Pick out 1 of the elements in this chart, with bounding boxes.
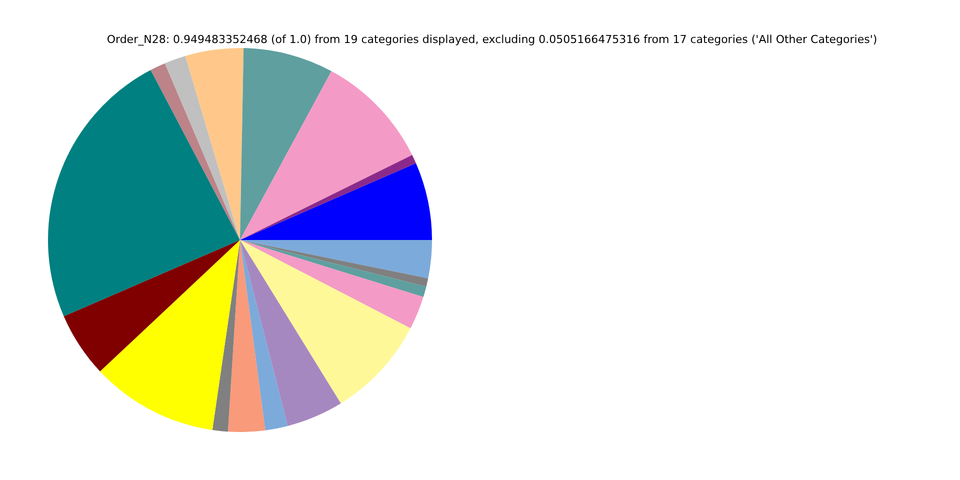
text: Order_N28: 0.949483352468 (of 1.0) from 19 categories displayed, excluding 0.0505166475316 from 17 categories ('All Other Categories') <box>106 32 878 46</box>
